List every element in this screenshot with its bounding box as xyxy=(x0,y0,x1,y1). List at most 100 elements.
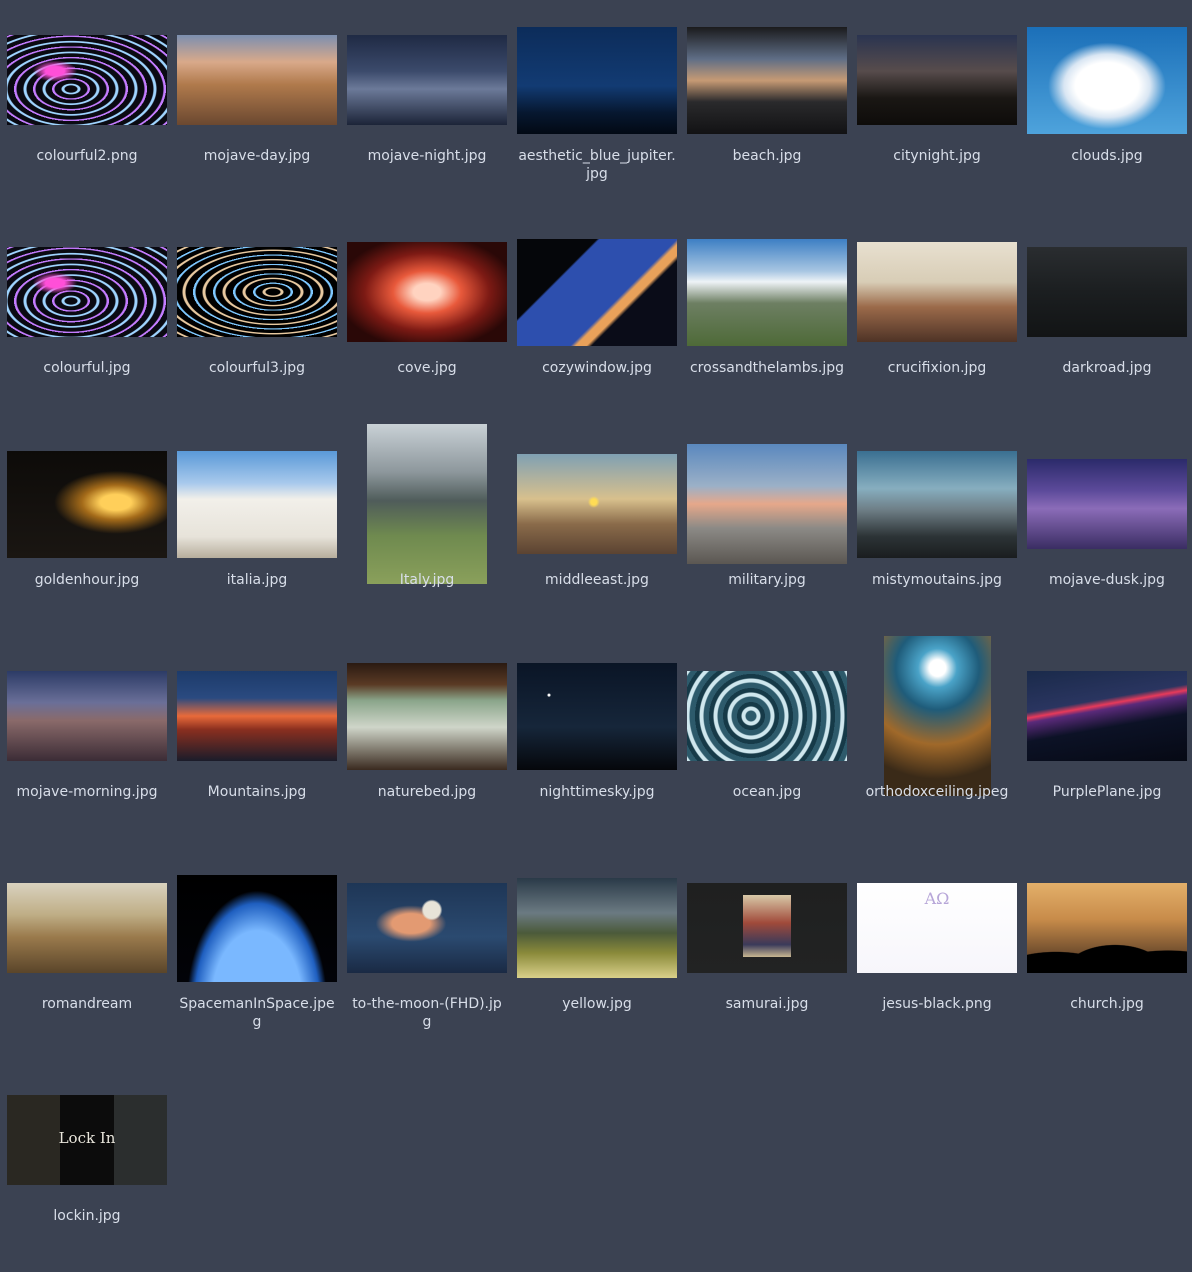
file-item[interactable]: SpacemanInSpace.jpeg xyxy=(172,848,342,1060)
file-item[interactable]: colourful2.png xyxy=(2,0,172,212)
file-name-label: Mountains.jpg xyxy=(207,784,307,800)
thumbnail-image[interactable] xyxy=(517,454,677,554)
file-item[interactable]: yellow.jpg xyxy=(512,848,682,1060)
file-item[interactable]: crossandthelambs.jpg xyxy=(682,212,852,424)
file-item[interactable]: colourful3.jpg xyxy=(172,212,342,424)
file-item[interactable]: mojave-dusk.jpg xyxy=(1022,424,1192,636)
thumbnail-image[interactable] xyxy=(517,662,677,770)
file-item[interactable]: italia.jpg xyxy=(172,424,342,636)
thumbnail-image[interactable] xyxy=(1027,671,1187,761)
thumbnail-image[interactable] xyxy=(687,26,847,134)
thumbnail-image[interactable] xyxy=(367,424,487,584)
file-item[interactable]: ΑΩ jesus-black.png xyxy=(852,848,1022,1060)
file-item[interactable]: mistymoutains.jpg xyxy=(852,424,1022,636)
thumbnail-image[interactable] xyxy=(347,242,507,342)
thumbnail-image[interactable] xyxy=(687,444,847,564)
thumbnail-frame xyxy=(2,424,172,584)
lock-in-text: Lock In xyxy=(58,1129,116,1147)
file-name-label: ocean.jpg xyxy=(732,784,802,800)
file-item[interactable]: crucifixion.jpg xyxy=(852,212,1022,424)
thumbnail-frame xyxy=(172,424,342,584)
thumbnail-image[interactable]: Lock In xyxy=(7,1095,167,1185)
thumbnail-image[interactable] xyxy=(1027,459,1187,549)
thumbnail-image[interactable] xyxy=(687,883,847,973)
file-item[interactable]: Italy.jpg xyxy=(342,424,512,636)
file-item[interactable]: cozywindow.jpg xyxy=(512,212,682,424)
file-name-label: nighttimesky.jpg xyxy=(539,784,655,800)
file-item[interactable]: nighttimesky.jpg xyxy=(512,636,682,848)
file-name-label: goldenhour.jpg xyxy=(34,572,140,588)
thumbnail-image[interactable] xyxy=(7,671,167,761)
thumbnail-image[interactable]: ΑΩ xyxy=(857,883,1017,973)
thumbnail-image[interactable] xyxy=(857,35,1017,125)
thumbnail-image[interactable] xyxy=(517,878,677,978)
file-item[interactable]: church.jpg xyxy=(1022,848,1192,1060)
file-item[interactable]: naturebed.jpg xyxy=(342,636,512,848)
file-name-label: colourful2.png xyxy=(36,148,138,164)
thumbnail-image[interactable] xyxy=(883,636,991,796)
file-item[interactable]: samurai.jpg xyxy=(682,848,852,1060)
file-item[interactable]: Mountains.jpg xyxy=(172,636,342,848)
thumbnail-image[interactable] xyxy=(1027,247,1187,337)
thumbnail-image[interactable] xyxy=(517,26,677,134)
thumbnail-image[interactable] xyxy=(177,35,337,125)
file-item[interactable]: darkroad.jpg xyxy=(1022,212,1192,424)
thumbnail-image[interactable] xyxy=(857,242,1017,342)
file-name-label: middleeast.jpg xyxy=(545,572,649,588)
file-item[interactable]: ocean.jpg xyxy=(682,636,852,848)
thumbnail-image[interactable] xyxy=(177,874,337,982)
thumbnail-frame xyxy=(172,636,342,796)
thumbnail-image[interactable] xyxy=(347,883,507,973)
file-name-label: mojave-night.jpg xyxy=(367,148,487,164)
thumbnail-image[interactable] xyxy=(857,450,1017,558)
thumbnail-frame xyxy=(852,212,1022,372)
file-name-label: jesus-black.png xyxy=(882,996,992,1012)
thumbnail-image[interactable] xyxy=(687,671,847,761)
thumbnail-frame xyxy=(682,848,852,1008)
file-name-label: to-the-moon-(FHD).jpg xyxy=(352,996,502,1030)
thumbnail-image[interactable] xyxy=(1027,883,1187,973)
file-item[interactable]: citynight.jpg xyxy=(852,0,1022,212)
file-item[interactable]: romandream xyxy=(2,848,172,1060)
thumbnail-frame xyxy=(2,848,172,1008)
thumbnail-image[interactable] xyxy=(347,35,507,125)
file-item[interactable]: PurplePlane.jpg xyxy=(1022,636,1192,848)
thumbnail-frame xyxy=(1022,848,1192,1008)
file-item[interactable]: Lock In lockin.jpg xyxy=(2,1060,172,1272)
file-item[interactable]: aesthetic_blue_jupiter.jpg xyxy=(512,0,682,212)
file-item[interactable]: colourful.jpg xyxy=(2,212,172,424)
file-item[interactable]: mojave-morning.jpg xyxy=(2,636,172,848)
file-name-label: romandream xyxy=(41,996,133,1012)
thumbnail-frame xyxy=(2,212,172,372)
thumbnail-image[interactable] xyxy=(1027,26,1187,134)
thumbnail-frame xyxy=(342,212,512,372)
file-item[interactable]: to-the-moon-(FHD).jpg xyxy=(342,848,512,1060)
thumbnail-image[interactable] xyxy=(347,662,507,770)
thumbnail-frame xyxy=(1022,636,1192,796)
thumbnail-frame xyxy=(682,212,852,372)
file-item[interactable]: mojave-night.jpg xyxy=(342,0,512,212)
file-item[interactable]: military.jpg xyxy=(682,424,852,636)
thumbnail-image[interactable] xyxy=(177,247,337,337)
file-name-label: mojave-day.jpg xyxy=(203,148,311,164)
thumbnail-image[interactable] xyxy=(177,450,337,558)
file-item[interactable]: mojave-day.jpg xyxy=(172,0,342,212)
file-item[interactable]: orthodoxceiling.jpeg xyxy=(852,636,1022,848)
file-item[interactable]: goldenhour.jpg xyxy=(2,424,172,636)
thumbnail-image[interactable] xyxy=(687,238,847,346)
file-item[interactable]: beach.jpg xyxy=(682,0,852,212)
thumbnail-image[interactable] xyxy=(7,35,167,125)
thumbnail-image[interactable] xyxy=(517,238,677,346)
file-name-label: colourful.jpg xyxy=(43,360,131,376)
file-name-label: mojave-dusk.jpg xyxy=(1049,572,1165,588)
thumbnail-image[interactable] xyxy=(7,883,167,973)
file-item[interactable]: clouds.jpg xyxy=(1022,0,1192,212)
file-name-label: citynight.jpg xyxy=(893,148,981,164)
thumbnail-image[interactable] xyxy=(7,247,167,337)
alpha-omega-text: ΑΩ xyxy=(924,889,950,908)
file-item[interactable]: middleeast.jpg xyxy=(512,424,682,636)
file-name-label: samurai.jpg xyxy=(725,996,809,1012)
file-item[interactable]: cove.jpg xyxy=(342,212,512,424)
thumbnail-image[interactable] xyxy=(177,671,337,761)
thumbnail-image[interactable] xyxy=(7,450,167,558)
